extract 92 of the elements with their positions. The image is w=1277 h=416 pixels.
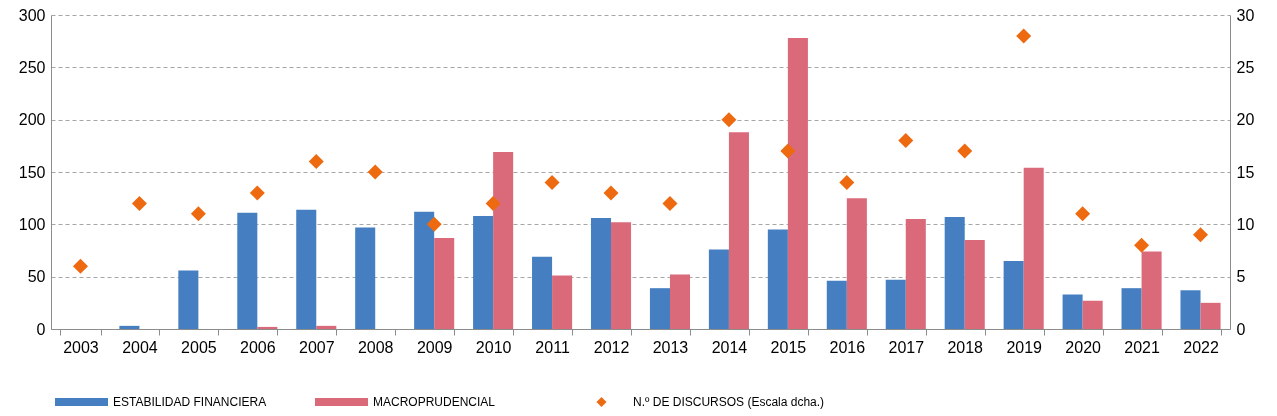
point xyxy=(1134,237,1150,253)
y-tick-label: 250 xyxy=(18,58,46,76)
x-tick-label: 2011 xyxy=(535,338,570,356)
bar xyxy=(885,279,906,329)
point xyxy=(249,185,265,201)
point xyxy=(544,174,560,190)
bar xyxy=(316,325,337,329)
y-tick-label: 150 xyxy=(18,163,46,181)
x-tick-label: 2020 xyxy=(1065,338,1102,356)
y2-tick-label: 30 xyxy=(1236,6,1255,24)
legend-label: ESTABILIDAD FINANCIERA xyxy=(113,395,267,409)
bar xyxy=(434,237,455,329)
y-tick-label: 50 xyxy=(27,268,46,286)
x-tick-label: 2015 xyxy=(770,338,807,356)
y-tick-label: 0 xyxy=(36,320,46,338)
x-tick-label: 2021 xyxy=(1124,338,1160,356)
point xyxy=(603,185,619,201)
bar xyxy=(964,240,985,329)
point xyxy=(662,195,678,211)
point xyxy=(367,164,383,180)
bar xyxy=(1200,302,1221,329)
y2-tick-label: 20 xyxy=(1236,111,1255,129)
bar xyxy=(414,211,435,329)
point xyxy=(957,143,973,159)
y2-tick-label: 10 xyxy=(1236,215,1255,233)
y-tick-label: 200 xyxy=(18,111,46,129)
point xyxy=(426,216,442,232)
point xyxy=(72,258,88,274)
bar xyxy=(1082,300,1103,329)
x-tick-label: 2005 xyxy=(181,338,217,356)
bar xyxy=(532,256,553,329)
x-tick-label: 2013 xyxy=(652,338,689,356)
x-tick-label: 2022 xyxy=(1183,338,1219,356)
x-tick-label: 2012 xyxy=(593,338,630,356)
x-tick-label: 2009 xyxy=(416,338,453,356)
x-tick-label: 2010 xyxy=(475,338,512,356)
point xyxy=(1193,227,1209,243)
x-tick-label: 2004 xyxy=(122,338,158,356)
x-tick-label: 2017 xyxy=(888,338,925,356)
x-tick-label: 2018 xyxy=(947,338,984,356)
point xyxy=(190,206,206,222)
x-tick-label: 2019 xyxy=(1006,338,1043,356)
bar xyxy=(590,218,612,329)
bar xyxy=(944,217,965,329)
bar xyxy=(1062,294,1083,329)
bar xyxy=(493,152,514,329)
point xyxy=(780,143,796,159)
bar xyxy=(708,249,729,329)
bar xyxy=(611,222,632,329)
bar xyxy=(846,198,867,329)
legend-label: MACROPRUDENCIAL xyxy=(373,395,496,409)
point xyxy=(839,174,855,190)
x-tick-label: 2006 xyxy=(240,338,276,356)
y-tick-label: 100 xyxy=(18,215,46,233)
bar xyxy=(1023,167,1044,329)
point xyxy=(308,154,324,170)
bar xyxy=(649,288,670,329)
point xyxy=(721,112,737,128)
point xyxy=(485,195,501,211)
bar xyxy=(1180,290,1201,329)
y-tick-label: 300 xyxy=(18,6,46,24)
bar xyxy=(257,326,278,329)
bar xyxy=(296,209,317,329)
point xyxy=(131,195,147,211)
bar xyxy=(237,212,258,329)
point xyxy=(898,133,914,149)
x-tick-label: 2007 xyxy=(298,338,335,356)
bar xyxy=(669,274,691,329)
x-tick-label: 2008 xyxy=(357,338,394,356)
point xyxy=(1075,206,1091,222)
bar xyxy=(552,275,573,329)
x-tick-label: 2003 xyxy=(63,338,99,356)
y2-tick-label: 5 xyxy=(1236,268,1246,286)
bar xyxy=(767,229,788,329)
bar xyxy=(119,325,140,329)
bar xyxy=(473,215,494,329)
x-tick-label: 2014 xyxy=(711,338,748,356)
bar xyxy=(905,219,926,329)
bar xyxy=(728,132,749,329)
bar xyxy=(1141,251,1162,329)
x-tick-label: 2016 xyxy=(829,338,866,356)
y2-tick-label: 0 xyxy=(1236,320,1246,338)
bar xyxy=(826,280,847,329)
point xyxy=(1016,28,1032,44)
bar xyxy=(178,270,199,329)
y2-tick-label: 25 xyxy=(1236,58,1255,76)
legend-label: N.º DE DISCURSOS (Escala dcha.) xyxy=(633,395,825,409)
bar xyxy=(787,38,808,329)
bar xyxy=(1121,288,1142,329)
bar xyxy=(1003,260,1024,329)
bar xyxy=(355,227,376,329)
y2-tick-label: 15 xyxy=(1236,163,1255,181)
